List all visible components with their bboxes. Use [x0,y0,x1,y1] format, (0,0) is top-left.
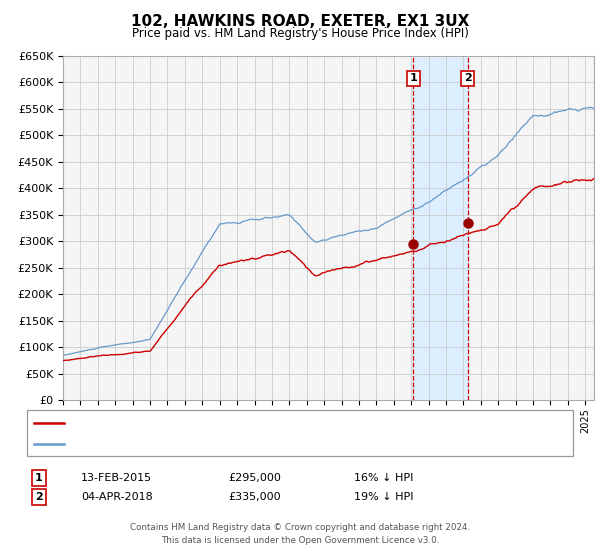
Text: 13-FEB-2015: 13-FEB-2015 [81,473,152,483]
Text: This data is licensed under the Open Government Licence v3.0.: This data is licensed under the Open Gov… [161,536,439,545]
Text: HPI: Average price, detached house, East Devon: HPI: Average price, detached house, East… [69,439,334,449]
Text: 19% ↓ HPI: 19% ↓ HPI [354,492,413,502]
Text: 102, HAWKINS ROAD, EXETER, EX1 3UX: 102, HAWKINS ROAD, EXETER, EX1 3UX [131,14,469,29]
Text: Contains HM Land Registry data © Crown copyright and database right 2024.: Contains HM Land Registry data © Crown c… [130,523,470,532]
Text: 16% ↓ HPI: 16% ↓ HPI [354,473,413,483]
Text: 1: 1 [409,73,417,83]
Text: £295,000: £295,000 [228,473,281,483]
Text: 102, HAWKINS ROAD, EXETER, EX1 3UX (detached house): 102, HAWKINS ROAD, EXETER, EX1 3UX (deta… [69,418,386,428]
Text: £335,000: £335,000 [228,492,281,502]
Text: Price paid vs. HM Land Registry's House Price Index (HPI): Price paid vs. HM Land Registry's House … [131,27,469,40]
Text: 1: 1 [35,473,43,483]
Text: 2: 2 [35,492,43,502]
Bar [413,56,468,400]
Text: 04-APR-2018: 04-APR-2018 [81,492,153,502]
Text: 2: 2 [464,73,472,83]
